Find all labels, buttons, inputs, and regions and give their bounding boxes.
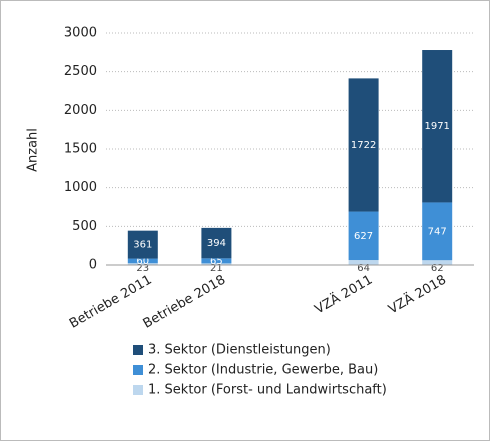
data-label: 1971 xyxy=(424,121,449,132)
data-label: 1722 xyxy=(351,140,376,151)
bar-segment xyxy=(201,258,232,264)
legend-label: 2. Sektor (Industrie, Gewerbe, Bau) xyxy=(148,363,378,378)
data-label: 60 xyxy=(136,256,149,267)
bar-segment xyxy=(348,78,379,212)
y-tick-label: 2000 xyxy=(64,103,97,118)
y-tick-label: 500 xyxy=(72,219,97,234)
data-label: 23 xyxy=(136,263,149,274)
bar-segment xyxy=(348,260,379,265)
bar-segment xyxy=(422,50,453,203)
y-tick-label: 1000 xyxy=(64,180,97,195)
bar-segment xyxy=(127,230,158,259)
bar-segment xyxy=(422,202,453,261)
bar-segment xyxy=(127,263,158,265)
data-label: 65 xyxy=(210,256,223,267)
legend-label: 1. Sektor (Forst- und Landwirtschaft) xyxy=(148,383,387,398)
data-label: 394 xyxy=(207,238,226,249)
y-tick-label: 2500 xyxy=(64,64,97,79)
bar-segment xyxy=(127,258,158,264)
data-label: 64 xyxy=(357,263,370,274)
y-axis-label: Anzahl xyxy=(26,128,41,172)
bar-segment xyxy=(348,211,379,261)
data-label: 747 xyxy=(428,226,447,237)
legend-label: 3. Sektor (Dienstleistungen) xyxy=(148,343,331,358)
legend-swatch xyxy=(133,385,143,395)
y-tick-label: 0 xyxy=(89,258,97,273)
y-tick-label: 3000 xyxy=(64,26,97,41)
legend-swatch xyxy=(133,345,143,355)
legend-swatch xyxy=(133,365,143,375)
data-label: 21 xyxy=(210,263,223,274)
data-label: 627 xyxy=(354,231,373,242)
bar-segment xyxy=(201,263,232,265)
y-tick-label: 1500 xyxy=(64,142,97,157)
bar-segment xyxy=(201,227,232,259)
data-label: 62 xyxy=(431,263,444,274)
bar-segment xyxy=(422,260,453,265)
data-label: 361 xyxy=(133,240,152,251)
